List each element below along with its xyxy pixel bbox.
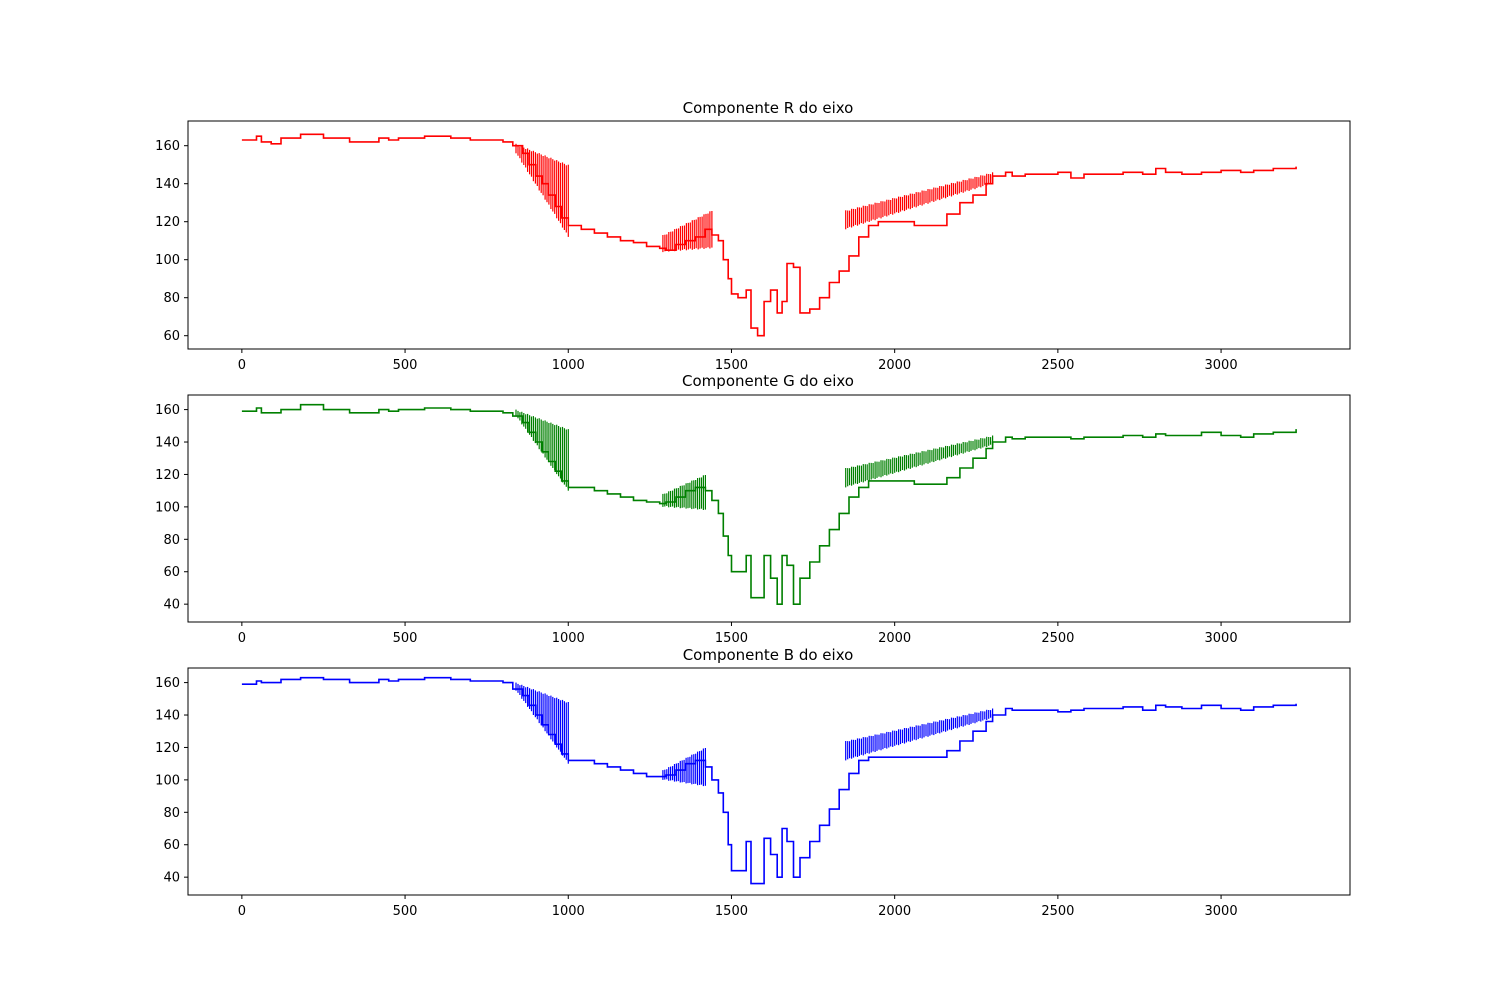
y-tick-label-b: 100 xyxy=(155,773,180,788)
y-tick-label-g: 100 xyxy=(155,500,180,515)
x-tick-label-r: 0 xyxy=(238,358,246,373)
x-tick-label-b: 500 xyxy=(393,904,418,919)
hatch-band-b-2 xyxy=(845,708,994,761)
x-tick-label-g: 2500 xyxy=(1041,631,1074,646)
x-tick-label-g: 3000 xyxy=(1205,631,1238,646)
y-tick-label-g: 80 xyxy=(163,533,180,548)
y-tick-label-b: 160 xyxy=(155,676,180,691)
x-tick-label-g: 500 xyxy=(393,631,418,646)
y-tick-label-g: 140 xyxy=(155,436,180,451)
series-line-g xyxy=(241,403,1297,605)
x-tick-label-r: 2500 xyxy=(1041,358,1074,373)
chart-panel-b: Componente B do eixo 0 500 1000 1500 2000 250… xyxy=(155,646,1351,919)
hatch-band-b-1 xyxy=(662,748,707,787)
chart-title-g: Componente G do eixo xyxy=(682,372,854,390)
chart-panel-g: Componente G do eixo 0 500 1000 1500 2000 250… xyxy=(155,372,1351,646)
y-tick-label-r: 140 xyxy=(155,177,180,192)
x-tick-label-r: 2000 xyxy=(878,358,911,373)
x-tick-label-g: 1500 xyxy=(715,631,748,646)
hatch-band-r-0 xyxy=(515,143,569,237)
x-tick-label-b: 0 xyxy=(238,904,246,919)
chart-title-r: Componente R do eixo xyxy=(683,99,854,117)
y-tick-label-r: 100 xyxy=(155,253,180,268)
y-tick-label-b: 140 xyxy=(155,709,180,724)
x-tick-label-b: 2500 xyxy=(1041,904,1074,919)
x-tick-label-g: 1000 xyxy=(552,631,585,646)
hatch-band-g-2 xyxy=(845,435,994,488)
y-tick-label-g: 60 xyxy=(163,565,180,580)
y-tick-label-b: 80 xyxy=(163,806,180,821)
chart-panel-r: Componente R do eixo 0 500 1000 1500 2000 250… xyxy=(155,99,1351,373)
y-tick-label-r: 120 xyxy=(155,215,180,230)
y-tick-label-r: 60 xyxy=(163,329,180,344)
hatch-band-g-1 xyxy=(662,475,707,510)
x-tick-label-g: 0 xyxy=(238,631,246,646)
y-tick-label-g: 120 xyxy=(155,468,180,483)
x-tick-label-r: 3000 xyxy=(1205,358,1238,373)
y-tick-label-b: 60 xyxy=(163,838,180,853)
y-tick-label-r: 160 xyxy=(155,139,180,154)
y-tick-label-g: 160 xyxy=(155,403,180,418)
axes-frame-g xyxy=(187,394,1351,623)
x-tick-label-r: 1500 xyxy=(715,358,748,373)
chart-title-b: Componente B do eixo xyxy=(683,646,854,664)
x-tick-label-b: 3000 xyxy=(1205,904,1238,919)
x-tick-label-g: 2000 xyxy=(878,631,911,646)
y-tick-label-r: 80 xyxy=(163,291,180,306)
y-tick-label-b: 120 xyxy=(155,741,180,756)
y-tick-label-g: 40 xyxy=(163,598,180,613)
series-line-b xyxy=(241,676,1297,885)
y-tick-label-b: 40 xyxy=(163,871,180,886)
x-tick-label-r: 500 xyxy=(393,358,418,373)
axes-frame-b xyxy=(187,667,1351,896)
hatch-band-r-2 xyxy=(845,172,994,230)
series-line-r xyxy=(241,133,1297,337)
x-tick-label-b: 2000 xyxy=(878,904,911,919)
hatch-band-r-1 xyxy=(662,211,713,253)
axes-frame-r xyxy=(187,120,1351,350)
x-tick-label-b: 1000 xyxy=(552,904,585,919)
x-tick-label-r: 1000 xyxy=(552,358,585,373)
x-tick-label-b: 1500 xyxy=(715,904,748,919)
